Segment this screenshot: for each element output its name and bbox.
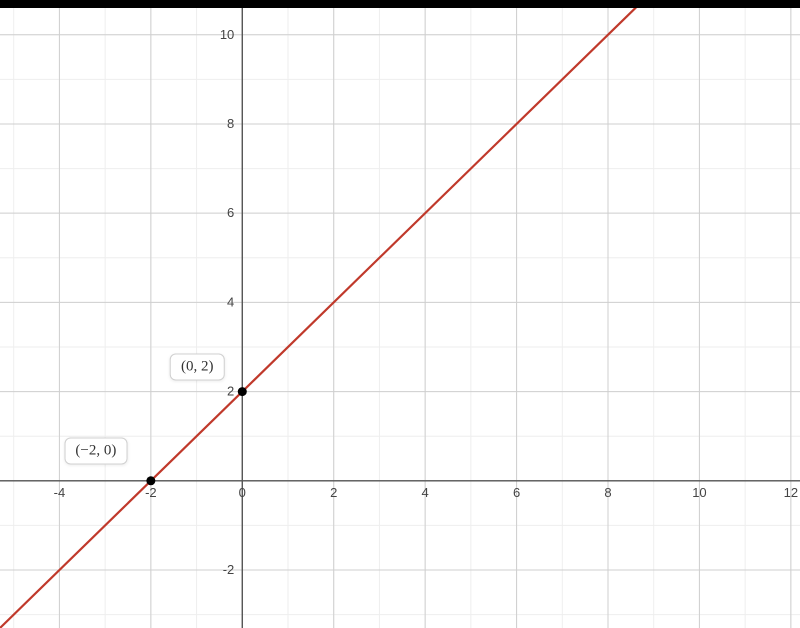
y-tick-label: 10 (220, 27, 234, 42)
x-tick-label: 2 (330, 485, 337, 500)
x-tick-label: 0 (239, 485, 246, 500)
y-tick-label: 2 (227, 384, 234, 399)
point-label-b: (0, 2) (170, 353, 225, 380)
y-tick-label: 6 (227, 205, 234, 220)
x-tick-label: 6 (513, 485, 520, 500)
y-tick-label: 4 (227, 294, 234, 309)
plot-svg: -4 -2 0 2 4 6 8 10 12 -2 2 4 6 8 10 (0, 8, 800, 628)
x-tick-label: 12 (784, 485, 798, 500)
y-tick-label: -2 (223, 562, 235, 577)
y-tick-label: 8 (227, 116, 234, 131)
plot-area: -4 -2 0 2 4 6 8 10 12 -2 2 4 6 8 10 (−2, 0) (0, 2) (0, 8, 800, 628)
x-tick-label: 8 (604, 485, 611, 500)
x-tick-label: -2 (145, 485, 157, 500)
x-tick-label: -4 (54, 485, 66, 500)
x-tick-label: 10 (692, 485, 706, 500)
x-tick-label: 4 (422, 485, 429, 500)
top-bar (0, 0, 800, 8)
point-label-a: (−2, 0) (64, 437, 127, 464)
